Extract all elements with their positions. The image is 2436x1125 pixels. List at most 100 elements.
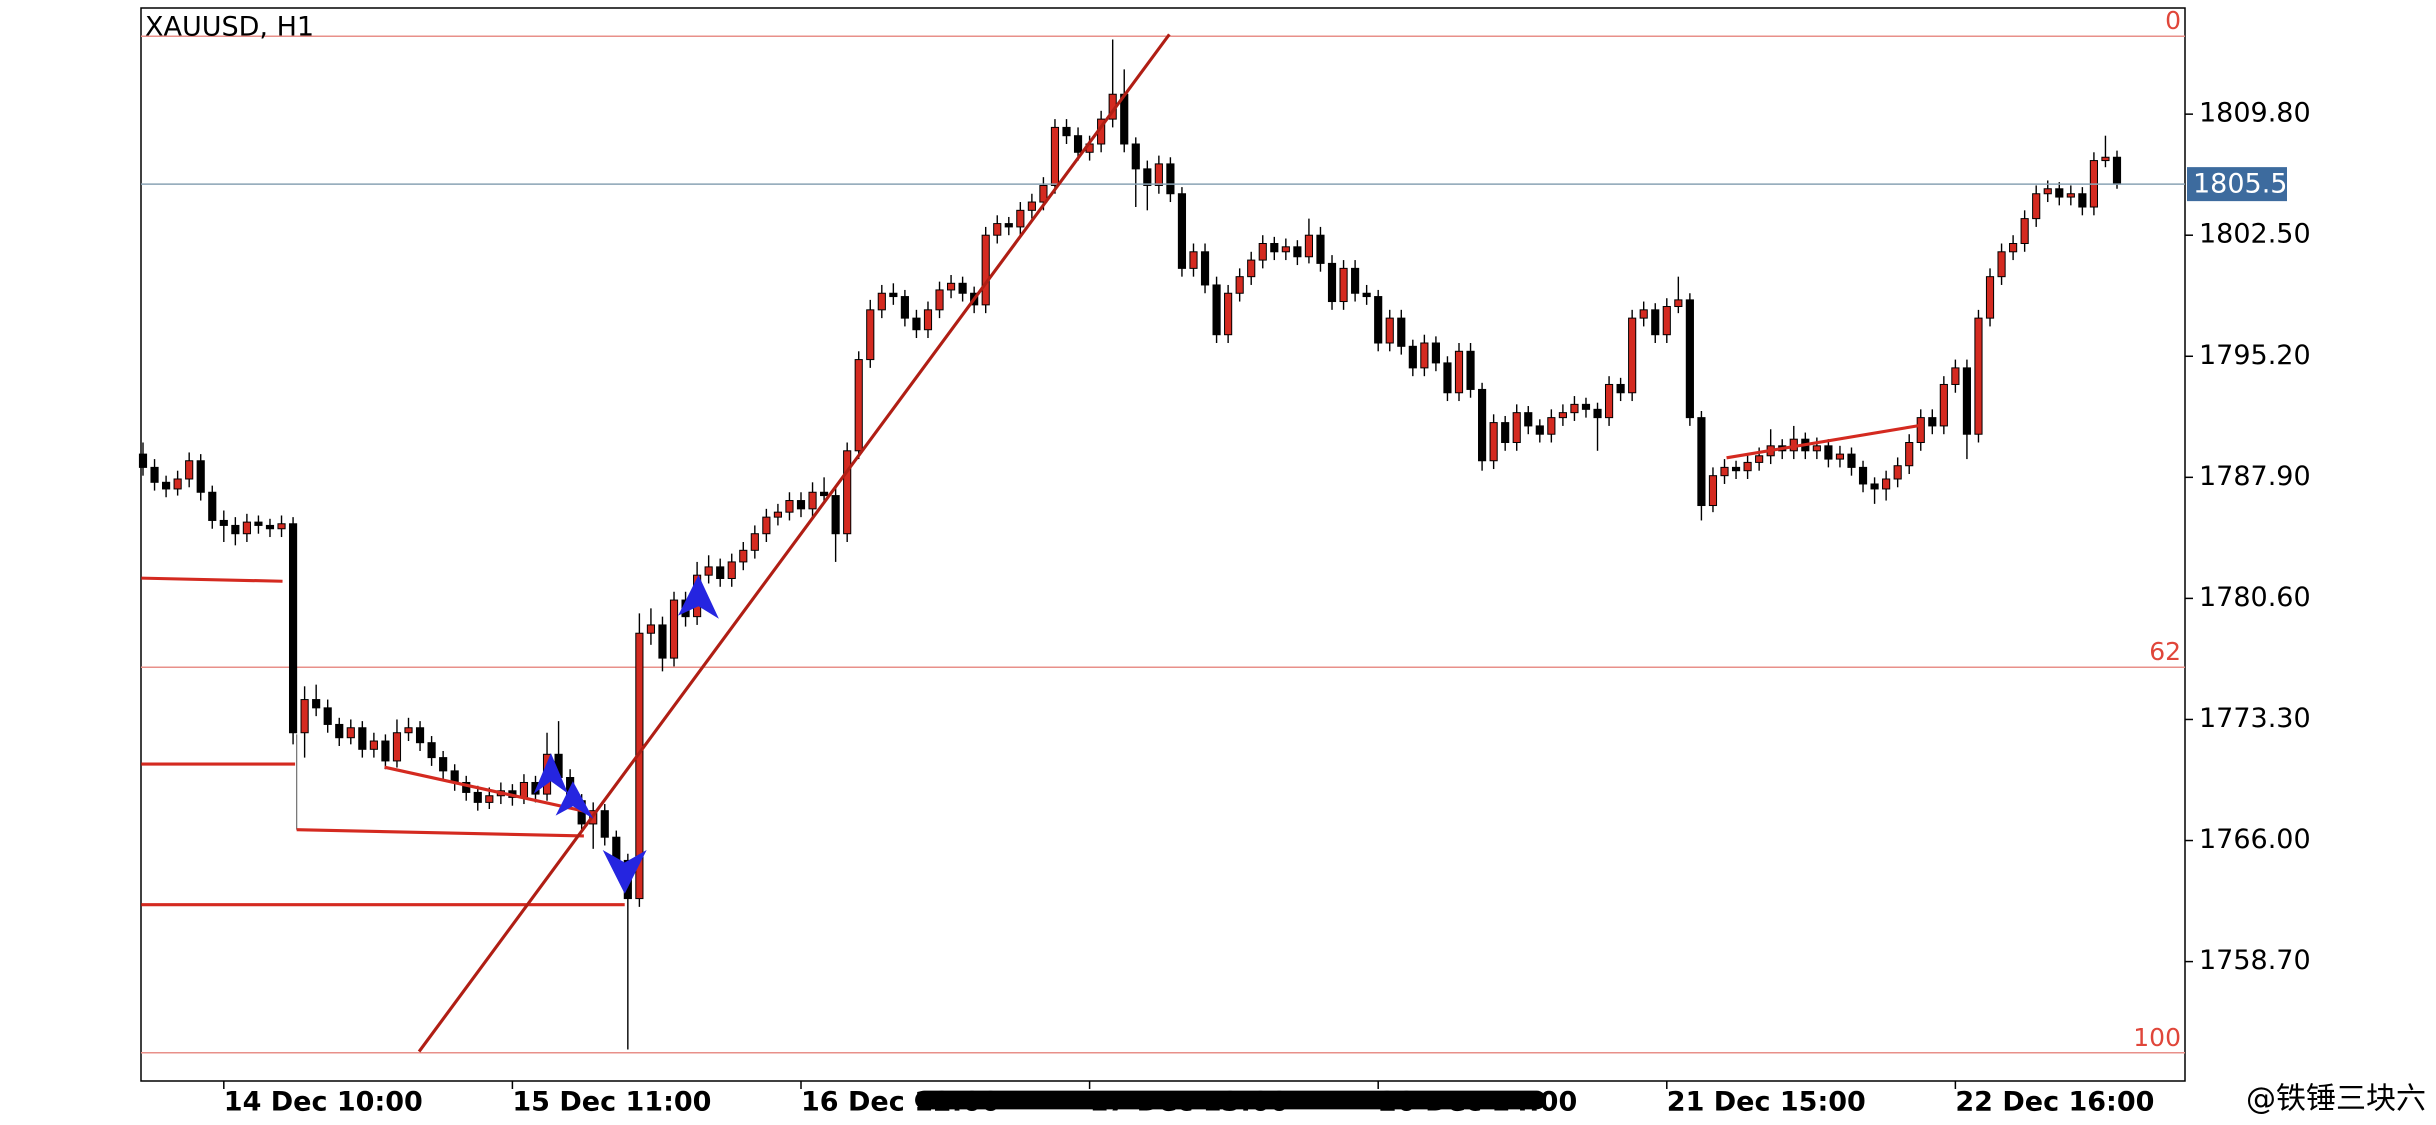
candle-body bbox=[923, 309, 933, 331]
candle-body bbox=[381, 740, 390, 762]
candle-body bbox=[1916, 417, 1925, 444]
candle-body bbox=[1835, 453, 1845, 460]
candle-body bbox=[162, 481, 171, 490]
candle-body bbox=[1293, 246, 1302, 258]
candle-body bbox=[900, 296, 909, 319]
candle-body bbox=[1985, 276, 1995, 319]
candle-body bbox=[1050, 126, 1060, 186]
candle-body bbox=[173, 478, 182, 490]
candle-body bbox=[1120, 93, 1129, 145]
candle-body bbox=[288, 523, 298, 734]
candle-body bbox=[1200, 251, 1210, 286]
candle-body bbox=[658, 624, 667, 659]
candle-body bbox=[1281, 246, 1290, 253]
candle-body bbox=[1131, 143, 1140, 170]
candle-body bbox=[1662, 306, 1671, 336]
candle-body bbox=[369, 740, 378, 750]
candle-body bbox=[1604, 383, 1614, 419]
y-tick-label: 1802.50 bbox=[2199, 219, 2311, 250]
y-tick-label: 1787.90 bbox=[2199, 461, 2311, 492]
candle-body bbox=[1304, 234, 1314, 258]
candle-body bbox=[1951, 367, 1960, 385]
candle-body bbox=[981, 234, 990, 306]
candle-body bbox=[1073, 135, 1083, 153]
candle-body bbox=[1466, 350, 1475, 390]
candle-body bbox=[2112, 156, 2122, 185]
current-price-label: 1805.58 bbox=[2193, 169, 2305, 200]
candle-body bbox=[1547, 417, 1556, 435]
current-price-box bbox=[2187, 167, 2287, 202]
candle-body bbox=[185, 460, 194, 480]
candle-body bbox=[1708, 475, 1718, 507]
candle-body bbox=[1905, 442, 1914, 467]
candle-body bbox=[635, 632, 644, 900]
candle-body bbox=[473, 791, 482, 803]
candle-body bbox=[1870, 483, 1879, 490]
fib-label: 62 bbox=[2149, 637, 2181, 666]
chart-title: XAUUSD, H1 bbox=[145, 12, 314, 43]
candle-body bbox=[1535, 425, 1544, 435]
candle-body bbox=[1893, 465, 1902, 480]
candle-body bbox=[1939, 383, 1948, 427]
candle-body bbox=[277, 523, 286, 530]
candle-body bbox=[1397, 317, 1406, 347]
candle-body bbox=[1720, 466, 1729, 477]
plot-frame bbox=[140, 7, 2186, 1082]
candle-body bbox=[1478, 388, 1487, 462]
candle-body bbox=[427, 742, 436, 759]
candle-body bbox=[312, 699, 321, 709]
candle-body bbox=[739, 549, 748, 563]
candle-body bbox=[1997, 251, 2006, 278]
candle-body bbox=[1639, 309, 1648, 319]
candle-body bbox=[415, 727, 425, 744]
fib-label: 100 bbox=[2133, 1023, 2181, 1052]
candle-body bbox=[1166, 163, 1175, 195]
candle-body bbox=[1224, 292, 1233, 336]
candle-body bbox=[1501, 422, 1510, 444]
candle-body bbox=[1824, 445, 1833, 460]
candle-body bbox=[2043, 188, 2052, 195]
candle-body bbox=[762, 516, 771, 535]
candle-body bbox=[727, 561, 736, 579]
candle-body bbox=[1731, 466, 1741, 472]
candle-body bbox=[1177, 193, 1187, 269]
candle-body bbox=[796, 500, 806, 510]
y-tick-label: 1795.20 bbox=[2199, 340, 2311, 371]
candle-body bbox=[600, 810, 609, 838]
candle-body bbox=[1928, 417, 1937, 427]
candle-body bbox=[1974, 317, 1983, 435]
x-tick-label: 14 Dec 10:00 bbox=[224, 1087, 423, 1118]
candle-body bbox=[808, 491, 817, 510]
candle-body bbox=[935, 289, 944, 311]
candle-body bbox=[1674, 299, 1683, 308]
candle-body bbox=[1616, 383, 1625, 394]
y-tick-label: 1773.30 bbox=[2199, 703, 2311, 734]
arrow-up bbox=[678, 575, 719, 619]
candle-body bbox=[1027, 201, 1036, 211]
y-tick-label: 1780.60 bbox=[2199, 582, 2311, 613]
user-drawings bbox=[141, 33, 1924, 1110]
candle-body bbox=[485, 795, 494, 803]
candle-body bbox=[300, 699, 309, 734]
candle-body bbox=[1143, 168, 1152, 186]
watermark: @铁锤三块六 bbox=[2246, 1082, 2426, 1117]
candle-body bbox=[208, 491, 217, 521]
candle-body bbox=[1512, 412, 1521, 444]
candle-body bbox=[750, 533, 759, 551]
y-tick-label: 1766.00 bbox=[2199, 824, 2311, 855]
candle-body bbox=[866, 309, 875, 361]
candle-body bbox=[404, 727, 413, 734]
redaction-bar bbox=[915, 1090, 1547, 1110]
candle-body bbox=[231, 524, 240, 535]
candle-body bbox=[335, 723, 344, 739]
candle-body bbox=[1327, 262, 1337, 303]
candle-body bbox=[439, 757, 448, 772]
candle-body bbox=[2020, 218, 2029, 244]
candle-body bbox=[2032, 193, 2041, 220]
candle-body bbox=[1524, 412, 1533, 427]
candle-body bbox=[2078, 193, 2087, 208]
candle-body bbox=[323, 707, 332, 725]
candle-body bbox=[1593, 408, 1602, 419]
trend-line bbox=[384, 765, 591, 815]
level-line bbox=[141, 576, 283, 583]
